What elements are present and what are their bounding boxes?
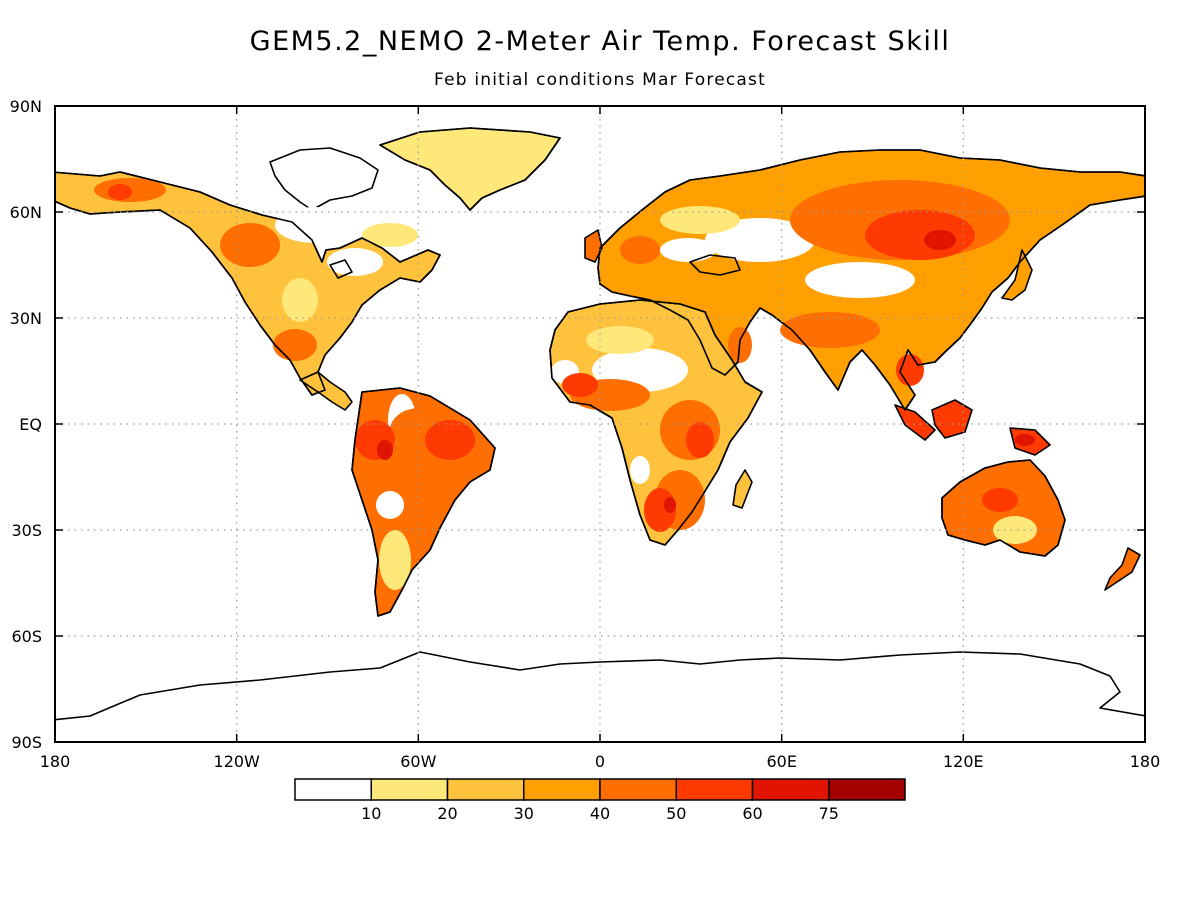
- legend-box-0: [294, 778, 372, 801]
- lon-label: 120E: [943, 752, 984, 771]
- map-content: [55, 106, 1145, 742]
- legend-label: 30: [514, 804, 534, 823]
- coastlines: [55, 127, 1145, 617]
- lat-label: 60N: [10, 203, 42, 222]
- legend-label: 50: [666, 804, 686, 823]
- lon-label: 180: [1130, 752, 1161, 771]
- madagascar-land: [732, 469, 753, 509]
- japan-land: [1001, 249, 1033, 301]
- skill-patches: [94, 159, 1037, 590]
- legend-label: 75: [819, 804, 839, 823]
- legend-label: 60: [742, 804, 762, 823]
- color-legend: 10 20 30 40 50 60 75: [294, 778, 906, 823]
- central-america-land: [299, 371, 353, 411]
- lat-label: 90N: [10, 97, 42, 116]
- legend-box-3: [523, 778, 601, 801]
- tick-marks: [55, 105, 1145, 742]
- lon-label: 60W: [400, 752, 436, 771]
- legend-box-7: [828, 778, 906, 801]
- skill-10-20-areas: [282, 159, 1037, 590]
- lat-label: 90S: [11, 733, 42, 752]
- indonesia-land: [894, 399, 1051, 456]
- antarctica-land: [55, 651, 1145, 742]
- lon-label: 60E: [766, 752, 796, 771]
- legend-box-2: [446, 778, 525, 801]
- lon-label: 180: [40, 752, 71, 771]
- lon-label: 0: [595, 752, 605, 771]
- lat-label: 30S: [11, 521, 42, 540]
- lon-label: 120W: [214, 752, 261, 771]
- map-subtitle: Feb initial conditions Mar Forecast: [434, 70, 766, 90]
- legend-label: 20: [437, 804, 457, 823]
- lat-label: 30N: [10, 309, 42, 328]
- lat-label: 60S: [11, 627, 42, 646]
- north-america-land: [55, 171, 441, 396]
- legend-box-6: [751, 778, 830, 801]
- legend-box-5: [675, 778, 754, 801]
- legend-box-4: [599, 778, 677, 801]
- legend-label: 40: [590, 804, 610, 823]
- latitude-labels: 90N 60N 30N EQ 30S 60S 90S: [10, 97, 42, 752]
- map-title: GEM5.2_NEMO 2-Meter Air Temp. Forecast S…: [249, 26, 951, 57]
- new-zealand-land: [1104, 547, 1141, 591]
- skill-60-75-areas: [377, 230, 1035, 513]
- legend-label: 10: [361, 804, 381, 823]
- legend-box-1: [370, 778, 449, 801]
- longitude-labels: 180 120W 60W 0 60E 120E 180: [40, 752, 1161, 771]
- lat-label: EQ: [19, 415, 42, 434]
- canada-arctic-islands-land: [269, 147, 379, 211]
